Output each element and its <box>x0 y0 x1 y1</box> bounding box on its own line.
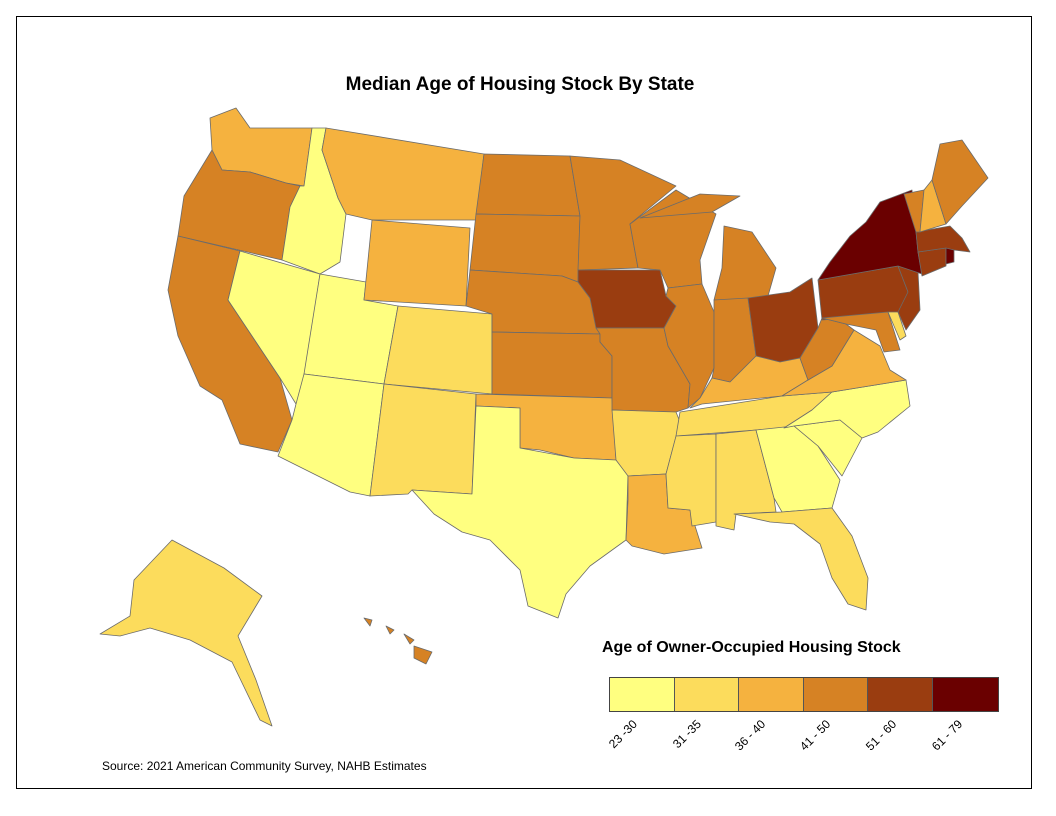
legend-bar <box>609 677 999 712</box>
state-KY <box>689 355 809 409</box>
state-CO <box>383 305 493 395</box>
state-WV <box>799 317 855 381</box>
state-NM <box>369 383 477 497</box>
state-MA <box>915 225 971 253</box>
state-NY <box>817 189 923 281</box>
state-ME <box>931 139 989 225</box>
state-DE <box>887 311 907 341</box>
state-CT <box>917 247 947 277</box>
state-KS <box>491 331 613 399</box>
state-TX <box>411 405 629 619</box>
state-MT <box>321 127 485 221</box>
legend-swatch-2 <box>674 678 740 711</box>
state-NC <box>783 379 911 439</box>
legend-title: Age of Owner-Occupied Housing Stock <box>602 639 901 656</box>
map-title: Median Age of Housing Stock By State <box>345 74 695 95</box>
legend-swatch-1 <box>610 678 675 711</box>
state-WY <box>363 219 471 307</box>
state-RI <box>945 247 955 265</box>
state-HI <box>363 617 433 665</box>
legend-swatch-6 <box>932 678 998 711</box>
legend-swatch-4 <box>803 678 869 711</box>
state-IL <box>663 283 715 409</box>
state-ND <box>475 153 581 217</box>
state-AK <box>99 539 273 727</box>
state-FL <box>733 507 869 611</box>
source-note: Source: 2021 American Community Survey, … <box>102 759 427 773</box>
legend-swatch-3 <box>739 678 804 711</box>
legend-swatch-5 <box>868 678 933 711</box>
